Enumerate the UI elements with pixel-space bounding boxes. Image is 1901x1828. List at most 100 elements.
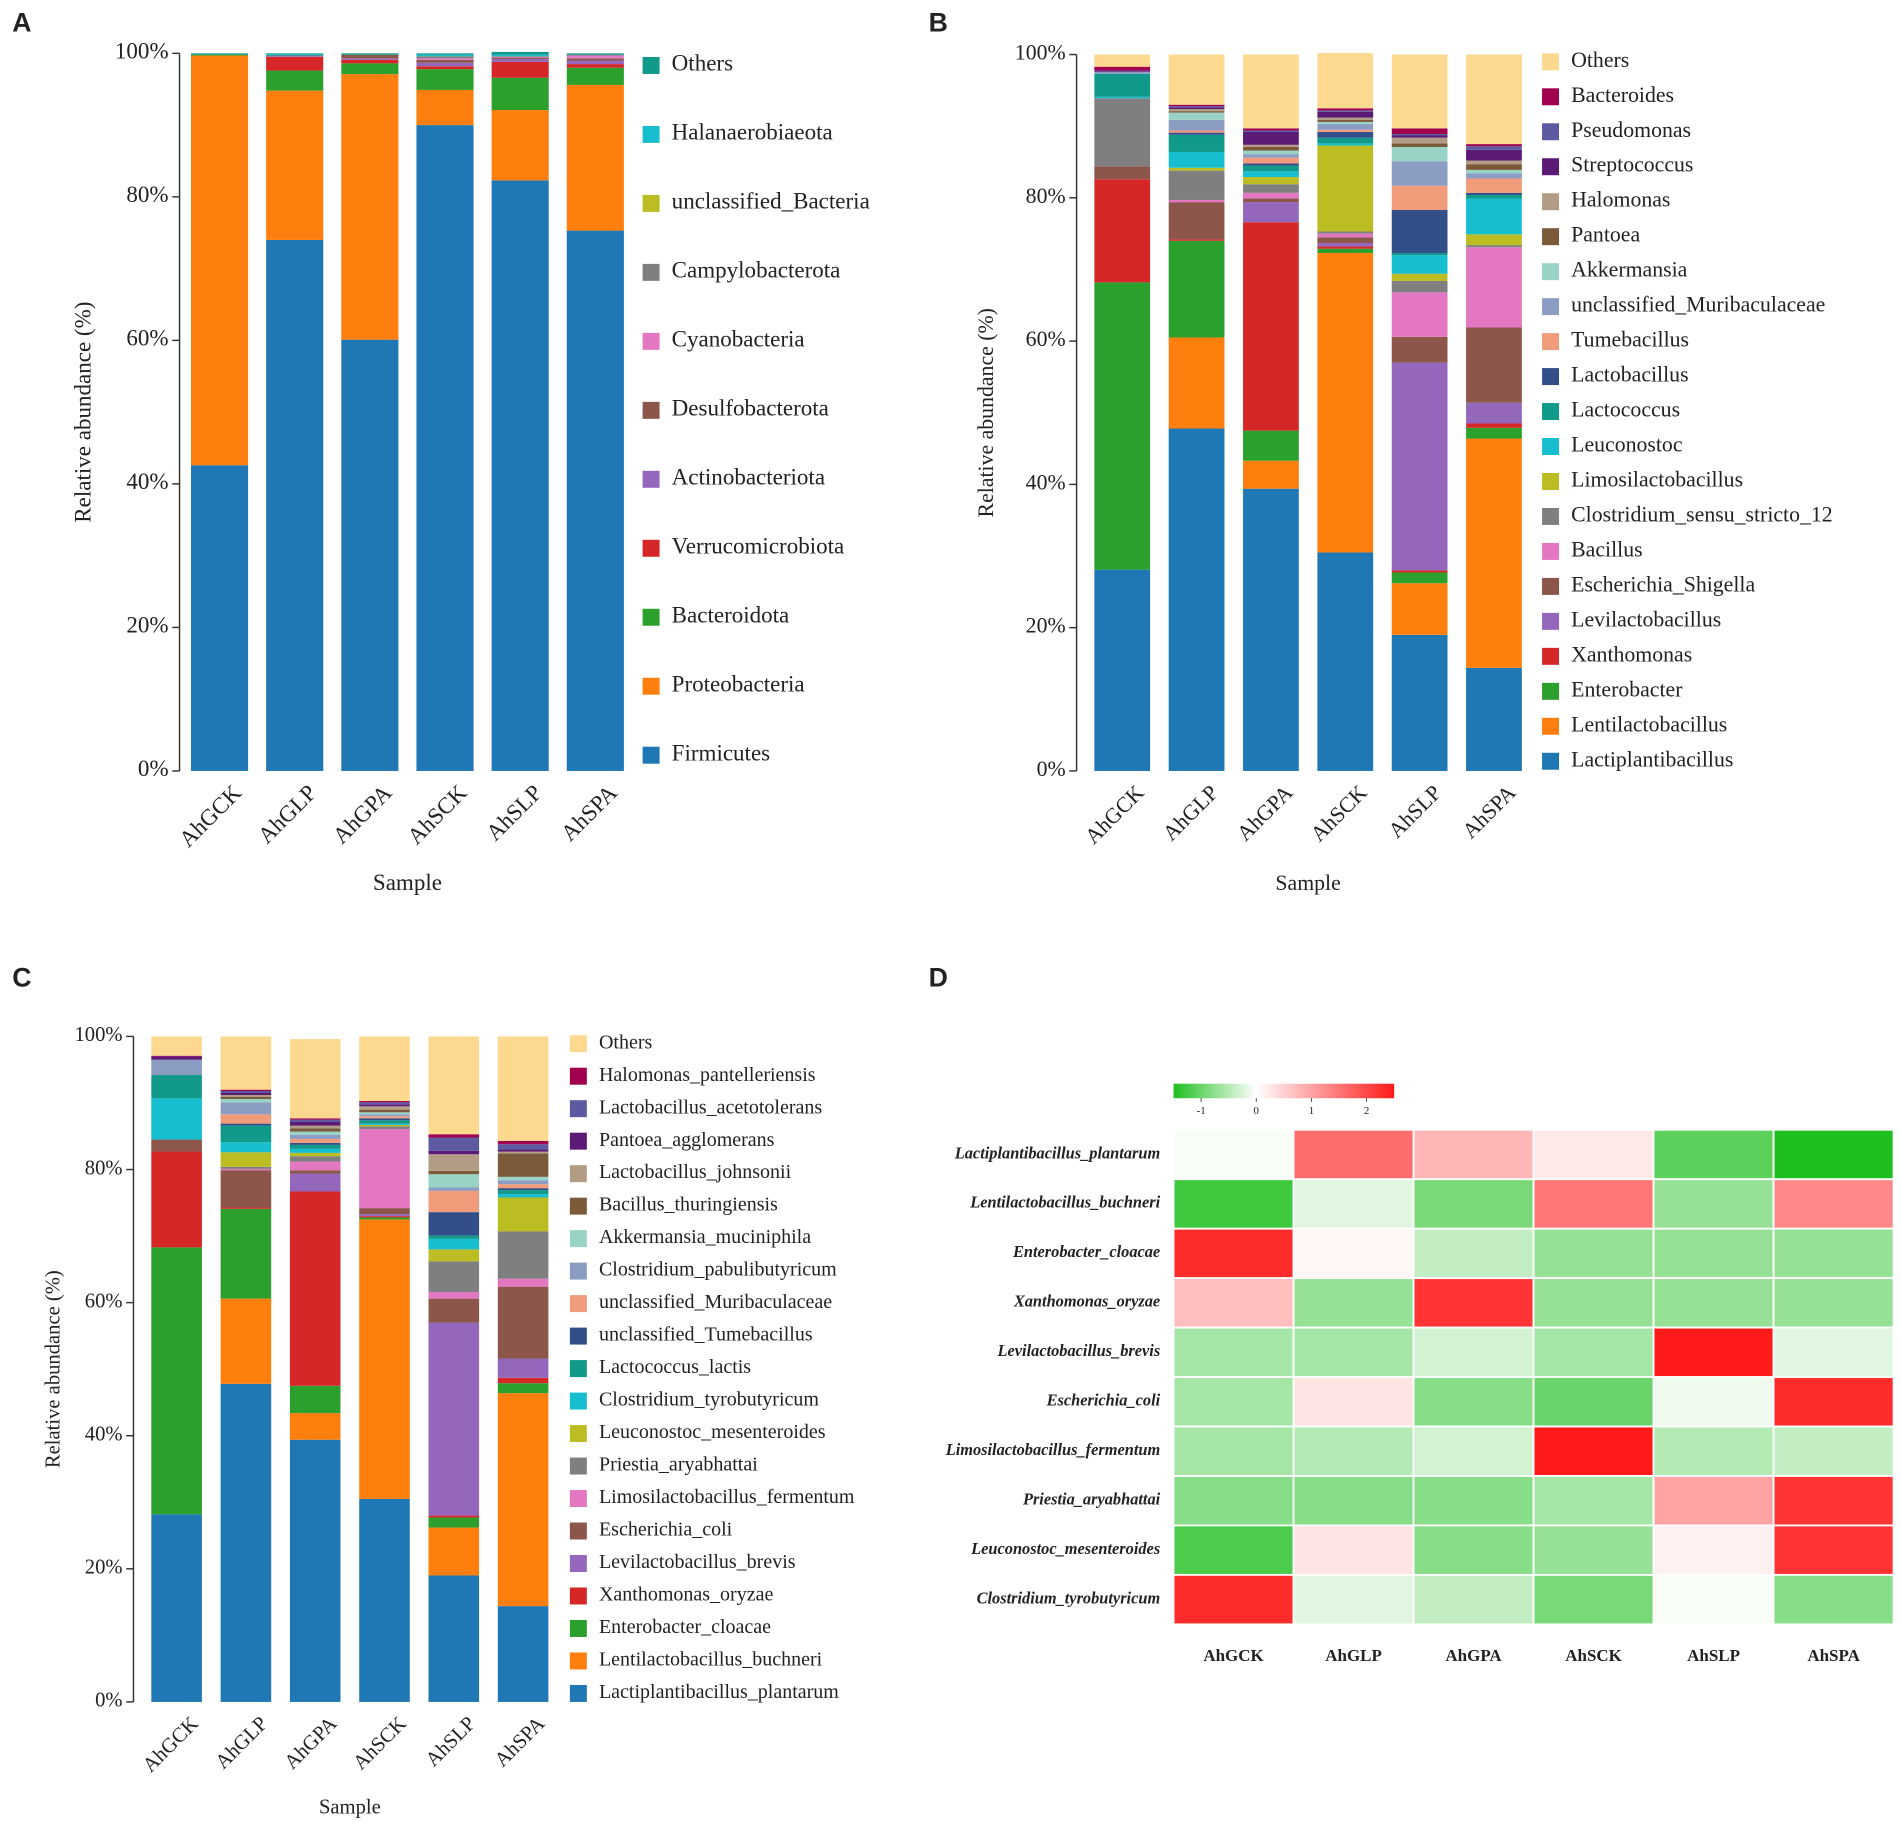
heatmap-cell	[1172, 1128, 1295, 1181]
bar-segment	[1466, 402, 1522, 424]
x-tick-label: AhGCK	[139, 1713, 203, 1777]
heatmap-cell	[1292, 1128, 1415, 1181]
bar-segment	[491, 180, 549, 771]
heatmap-cell	[1772, 1326, 1895, 1378]
bar-segment	[289, 1134, 341, 1139]
heatmap-cell	[1412, 1128, 1535, 1181]
bar-segment	[491, 59, 549, 62]
bar-segment	[1466, 173, 1522, 179]
bar-segment	[428, 1190, 480, 1213]
bar-segment	[220, 1383, 272, 1702]
bar-segment	[1168, 119, 1225, 131]
bar-segment	[220, 1142, 272, 1153]
bar-segment	[428, 1134, 480, 1138]
heatmap-cell	[1172, 1227, 1295, 1280]
legend-label: Halanaerobiaeota	[672, 119, 833, 145]
bar-segment	[497, 1377, 549, 1384]
colorbar	[1173, 1083, 1395, 1099]
bar-segment	[151, 1139, 202, 1152]
heatmap-cell	[1412, 1573, 1535, 1626]
bar-segment	[428, 1137, 480, 1151]
y-tick-label: 100%	[115, 38, 169, 64]
bar-segment	[1466, 327, 1522, 403]
bar-segment	[289, 1125, 341, 1129]
bar-segment	[151, 1036, 202, 1056]
heatmap-cell	[1772, 1178, 1895, 1230]
x-tick-label: AhSLP	[1384, 780, 1446, 842]
legend-swatch	[642, 608, 660, 626]
heatmap-cell	[1772, 1376, 1895, 1428]
bar-segment	[359, 1109, 410, 1113]
bar-segment	[151, 1514, 202, 1702]
bar-segment	[1466, 247, 1522, 328]
bar-segment	[1168, 132, 1225, 135]
legend-swatch	[1542, 752, 1560, 770]
legend-swatch	[642, 677, 660, 695]
bar-segment	[1391, 185, 1448, 211]
bar-segment	[416, 53, 474, 55]
bar-segment	[1094, 179, 1151, 283]
bar-segment	[1317, 124, 1374, 130]
bar-segment	[566, 58, 624, 61]
bar-segment	[428, 1249, 480, 1262]
legend-label: Leuconostoc_mesenteroides	[599, 1421, 826, 1443]
y-axis-title: Relative abundance (%)	[42, 1270, 64, 1468]
bar-segment	[1466, 423, 1522, 428]
bar-segment	[428, 1298, 480, 1323]
bar-segment	[428, 1187, 480, 1191]
legend-swatch	[1542, 123, 1560, 141]
legend-swatch	[1542, 507, 1560, 525]
legend-label: Bacteroides	[1571, 83, 1674, 107]
bar-segment	[341, 53, 399, 55]
column-label: AhGLP	[1325, 1646, 1382, 1665]
x-tick-label: AhSPA	[555, 779, 622, 846]
bar-segment	[428, 1174, 480, 1188]
heatmap-cell	[1292, 1425, 1415, 1477]
y-tick-label: 20%	[85, 1557, 123, 1579]
legend-swatch	[1542, 53, 1560, 71]
bar-segment	[151, 1055, 202, 1057]
heatmap-cell	[1412, 1425, 1535, 1477]
bar-segment	[1466, 438, 1522, 668]
heatmap-cell	[1172, 1524, 1295, 1576]
legend-label: Akkermansia	[1571, 258, 1688, 282]
legend-swatch	[569, 1262, 587, 1280]
legend-swatch	[1542, 473, 1560, 490]
legend-label: Halomonas	[1571, 188, 1670, 212]
y-axis-title: Relative abundance (%)	[69, 302, 95, 523]
legend-label: Proteobacteria	[672, 671, 805, 697]
heatmap-cell	[1292, 1573, 1415, 1626]
bar-segment	[1391, 583, 1448, 635]
legend-swatch	[569, 1555, 587, 1572]
legend-swatch	[642, 539, 660, 557]
bar-segment	[1317, 111, 1374, 118]
legend-label: Lentilactobacillus	[1571, 712, 1727, 736]
bar-segment	[1391, 134, 1448, 136]
x-axis-title: Sample	[1275, 871, 1340, 895]
bar-segment	[566, 84, 624, 231]
bar-segment	[1243, 146, 1299, 151]
bar-segment	[1391, 146, 1448, 162]
row-label: Lactiplantibacillus_plantarum	[954, 1143, 1160, 1162]
bar-segment	[1466, 146, 1522, 150]
bar-segment	[359, 1106, 410, 1110]
y-tick-label: 60%	[126, 325, 168, 351]
x-tick-label: AhSCK	[1306, 780, 1372, 846]
legend-label: Streptococcus	[1571, 153, 1693, 177]
bar-segment	[1168, 134, 1225, 152]
row-label: Priestia_aryabhattai	[1022, 1489, 1161, 1508]
bar-segment	[1243, 488, 1299, 771]
bar-segment	[266, 53, 324, 55]
heatmap-cell	[1172, 1425, 1295, 1477]
heatmap-cell	[1172, 1573, 1295, 1626]
bar-segment	[289, 1128, 341, 1132]
bar-segment	[566, 64, 624, 68]
bar-segment	[1094, 96, 1151, 99]
bar-segment	[1466, 245, 1522, 248]
bar-segment	[491, 56, 549, 58]
bar-segment	[220, 1170, 272, 1208]
bar-segment	[1168, 112, 1225, 120]
heatmap-cell	[1172, 1376, 1295, 1428]
bar-segment	[1168, 151, 1225, 168]
heatmap-cell	[1172, 1326, 1295, 1378]
